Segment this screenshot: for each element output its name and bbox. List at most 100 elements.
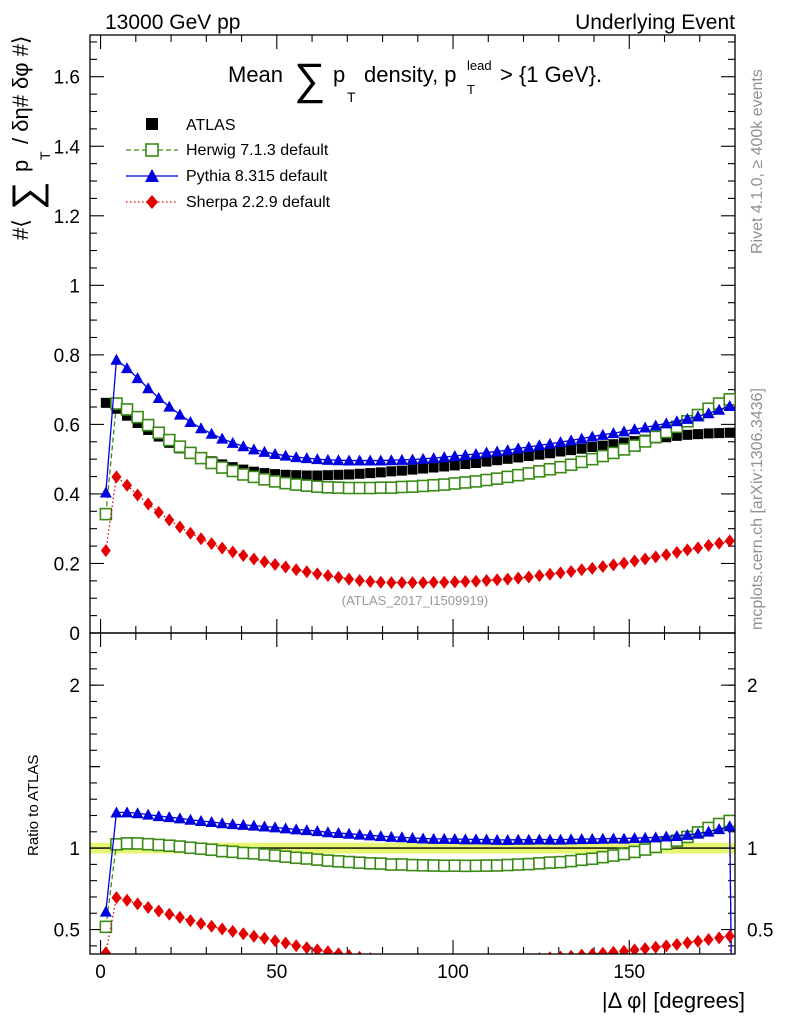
pythia-point	[205, 427, 218, 439]
herwig-ratio-point	[289, 851, 303, 865]
pythia-point	[353, 454, 366, 466]
sherpa-ratio-point	[482, 955, 492, 968]
sherpa-ratio-point	[357, 950, 363, 954]
herwig-point	[300, 479, 314, 492]
sherpa-point	[439, 575, 450, 589]
pythia-ratio-point	[723, 820, 735, 832]
series-sherpa	[100, 470, 735, 590]
sherpa-ratio-point	[682, 936, 693, 950]
sherpa-point	[470, 574, 481, 588]
herwig-ratio-point	[427, 859, 440, 872]
herwig-ratio-point	[215, 844, 229, 858]
herwig-ratio-point	[406, 858, 419, 872]
svg-text:p: p	[333, 62, 345, 87]
atlas-point	[407, 464, 418, 475]
herwig-ratio-point	[311, 853, 324, 866]
sherpa-ratio-point	[291, 939, 302, 953]
pythia-ratio-point	[459, 833, 472, 845]
pythia-point	[142, 382, 155, 394]
sherpa-point	[640, 552, 651, 566]
herwig-ratio-point	[131, 837, 144, 850]
herwig-point	[120, 403, 134, 416]
ratio-ytick-label-right: 0.5	[747, 921, 773, 942]
herwig-point	[173, 440, 187, 453]
herwig-ratio-point	[585, 852, 599, 866]
atlas-point	[428, 462, 439, 473]
herwig-point	[205, 456, 218, 470]
sherpa-point	[259, 555, 270, 569]
sherpa-point	[502, 572, 513, 586]
sherpa-ratio-point	[238, 927, 249, 941]
herwig-point	[374, 481, 388, 494]
atlas-point	[354, 468, 365, 479]
sherpa-point	[322, 569, 333, 583]
herwig-ratio-point	[575, 853, 588, 867]
sherpa-point	[206, 537, 217, 551]
pythia-ratio-point	[417, 832, 430, 844]
pythia-ratio-point	[195, 814, 208, 826]
atlas-point	[481, 456, 492, 467]
sherpa-ratio-point	[143, 901, 154, 915]
sherpa-ratio-point	[557, 950, 564, 954]
herwig-ratio-point	[469, 859, 483, 873]
atlas-point	[270, 469, 281, 480]
xtick-label: 0	[95, 962, 106, 983]
xtick-label: 100	[437, 962, 469, 983]
pythia-ratio-point	[406, 832, 419, 844]
herwig-ratio-point	[141, 837, 155, 851]
main-ytick-label: 0.2	[54, 554, 80, 575]
sherpa-point	[291, 563, 302, 577]
pythia-point	[670, 415, 683, 427]
atlas-point	[618, 437, 629, 448]
sherpa-ratio-point	[280, 936, 291, 950]
atlas-point	[576, 443, 587, 454]
pythia-ratio-point	[216, 817, 229, 829]
pythia-point	[660, 417, 673, 429]
pythia-point	[321, 453, 334, 465]
herwig-point	[543, 462, 557, 476]
analysis-watermark: (ATLAS_2017_I1509919)	[342, 593, 488, 608]
pythia-point	[279, 449, 292, 461]
sherpa-ratio-point	[153, 904, 164, 918]
header-right: Underlying Event	[575, 11, 735, 34]
sherpa-point	[111, 470, 122, 484]
pythia-ratio-point	[353, 828, 366, 840]
herwig-ratio-point	[459, 859, 472, 873]
sherpa-point	[555, 566, 566, 580]
herwig-point	[533, 465, 546, 478]
sherpa-point	[597, 560, 608, 574]
ratio-ytick-label: 2	[69, 676, 80, 697]
sherpa-point	[333, 570, 344, 584]
sherpa-point	[227, 545, 238, 559]
herwig-ratio-point	[374, 857, 388, 870]
mcplots-label: mcplots.cern.ch [arXiv:1306.3436]	[749, 388, 766, 630]
pythia-point	[691, 410, 704, 422]
atlas-point	[460, 459, 471, 470]
sherpa-ratio-point	[517, 953, 519, 954]
pythia-ratio-point	[163, 811, 176, 823]
sherpa-ratio-point	[503, 954, 513, 967]
svg-text:> {1 GeV}.: > {1 GeV}.	[500, 62, 602, 87]
sherpa-ratio-point	[132, 897, 143, 911]
legend-pythia: Pythia 8.315 default	[126, 168, 328, 185]
herwig-ratio-point	[448, 859, 462, 872]
pythia-point	[152, 391, 165, 403]
herwig-point	[395, 480, 409, 494]
pythia-ratio-point	[121, 806, 134, 818]
ratio-series-sherpa	[100, 891, 735, 968]
ratio-frame	[89, 632, 736, 955]
pythia-ratio-point	[554, 833, 567, 845]
sherpa-ratio-point	[196, 917, 207, 931]
sherpa-point	[164, 513, 175, 527]
pythia-point	[459, 448, 472, 460]
pythia-ratio-point	[543, 833, 556, 845]
herwig-point	[649, 430, 662, 444]
herwig-point	[501, 470, 514, 484]
sherpa-point	[629, 554, 640, 568]
herwig-point	[490, 472, 504, 485]
sherpa-ratio-point	[577, 948, 586, 954]
sherpa-point	[418, 576, 429, 590]
sherpa-ratio-point	[100, 946, 111, 954]
legend-atlas-marker	[146, 118, 158, 130]
xtick-label: 150	[613, 962, 645, 983]
